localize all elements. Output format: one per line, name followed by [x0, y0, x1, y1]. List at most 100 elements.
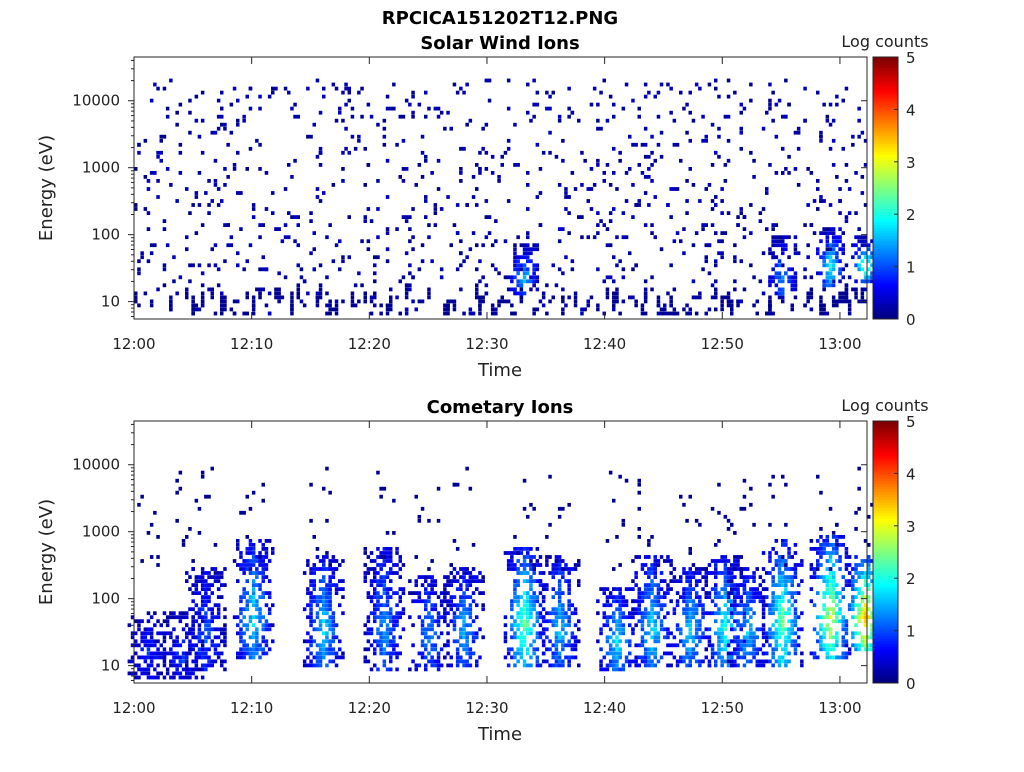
- spectrogram-cell: [717, 134, 721, 139]
- spectrogram-cell: [643, 311, 648, 316]
- spectrogram-cell: [812, 547, 817, 551]
- spectrogram-cell: [615, 535, 619, 539]
- spectrogram-cell: [427, 223, 431, 227]
- spectrogram-cell: [717, 154, 721, 159]
- spectrogram-cell: [612, 307, 616, 312]
- spectrogram-cell: [535, 631, 540, 636]
- spectrogram-cell: [197, 611, 202, 616]
- spectrogram-cell: [723, 619, 728, 624]
- spectrogram-cell: [197, 651, 202, 656]
- spectrogram-cell: [720, 587, 724, 591]
- spectrogram-cell: [338, 239, 342, 244]
- spectrogram-cell: [640, 591, 645, 595]
- spectrogram-cell: [188, 98, 192, 103]
- spectrogram-cell: [526, 615, 530, 620]
- spectrogram-cell: [366, 615, 371, 620]
- spectrogram-cell: [781, 287, 785, 292]
- spectrogram-cell: [554, 611, 559, 616]
- spectrogram-cell: [793, 611, 798, 616]
- spectrogram-cell: [685, 595, 689, 599]
- spectrogram-cell: [478, 571, 482, 575]
- spectrogram-cell: [679, 659, 683, 664]
- spectrogram-cell: [165, 114, 170, 119]
- spectrogram-cell: [169, 299, 173, 304]
- spectrogram-cell: [831, 267, 836, 272]
- spectrogram-cell: [628, 611, 632, 616]
- spectrogram-cell: [245, 607, 249, 612]
- spectrogram-cell: [420, 619, 425, 624]
- spectrogram-cell: [506, 299, 511, 304]
- spectrogram-cell: [255, 651, 259, 656]
- spectrogram-cell: [516, 267, 520, 272]
- spectrogram-cell: [417, 267, 422, 272]
- spectrogram-cell: [841, 295, 845, 300]
- spectrogram-cell: [749, 263, 753, 268]
- colorbar-swatch: [873, 533, 898, 537]
- spectrogram-cell: [812, 571, 817, 575]
- spectrogram-cell: [299, 299, 304, 304]
- spectrogram-cell: [822, 283, 826, 288]
- spectrogram-cell: [369, 583, 374, 587]
- colorbar-swatch: [873, 277, 898, 281]
- colorbar-swatch: [873, 499, 898, 503]
- spectrogram-cell: [618, 611, 622, 616]
- spectrogram-cell: [334, 299, 339, 304]
- spectrogram-cell: [844, 295, 849, 300]
- spectrogram-cell: [443, 595, 447, 599]
- spectrogram-cell: [691, 295, 696, 300]
- spectrogram-cell: [242, 591, 246, 595]
- spectrogram-cell: [156, 86, 160, 91]
- colorbar-swatch: [873, 470, 898, 474]
- spectrogram-cell: [691, 183, 696, 187]
- spectrogram-cell: [519, 611, 524, 616]
- spectrogram-cell: [694, 518, 699, 523]
- spectrogram-cell: [341, 259, 345, 264]
- spectrogram-cell: [726, 643, 731, 648]
- spectrogram-cell: [398, 114, 402, 119]
- spectrogram-cell: [841, 299, 845, 304]
- spectrogram-cell: [500, 295, 504, 300]
- spectrogram-cell: [580, 150, 584, 155]
- spectrogram-cell: [675, 142, 680, 147]
- spectrogram-cell: [831, 563, 836, 567]
- spectrogram-cell: [204, 494, 208, 499]
- spectrogram-cell: [350, 303, 355, 308]
- spectrogram-cell: [516, 279, 520, 284]
- spectrogram-cell: [363, 291, 367, 296]
- spectrogram-cell: [197, 655, 202, 660]
- spectrogram-cell: [191, 619, 195, 624]
- spectrogram-cell: [385, 158, 390, 163]
- spectrogram-cell: [860, 130, 865, 135]
- spectrogram-cell: [570, 611, 575, 616]
- spectrogram-cell: [465, 255, 469, 260]
- spectrogram-cell: [341, 595, 345, 599]
- spectrogram-cell: [149, 615, 154, 620]
- colorbar-swatch: [873, 570, 898, 574]
- colorbar-swatch: [873, 109, 898, 113]
- colorbar-swatch: [873, 447, 898, 451]
- spectrogram-cell: [382, 631, 387, 636]
- spectrogram-cell: [178, 142, 183, 147]
- spectrogram-cell: [363, 623, 367, 628]
- y-tick-label: 10000: [72, 456, 120, 474]
- spectrogram-cell: [714, 611, 718, 616]
- spectrogram-cell: [350, 295, 355, 300]
- spectrogram-cell: [793, 167, 798, 171]
- spectrogram-cell: [382, 611, 387, 616]
- spectrogram-cell: [554, 607, 559, 612]
- spectrogram-cell: [605, 663, 610, 668]
- spectrogram-cell: [216, 611, 221, 616]
- spectrogram-cell: [290, 307, 294, 312]
- spectrogram-cell: [526, 235, 530, 240]
- spectrogram-cell: [752, 599, 756, 604]
- spectrogram-cell: [765, 227, 769, 231]
- spectrogram-cell: [831, 118, 836, 123]
- spectrogram-cell: [653, 635, 657, 640]
- spectrogram-cell: [449, 243, 453, 248]
- spectrogram-cell: [251, 307, 256, 312]
- spectrogram-cell: [809, 291, 814, 296]
- colorbar-tick-label: 4: [906, 465, 916, 483]
- spectrogram-cell: [255, 571, 259, 575]
- spectrogram-cell: [382, 134, 387, 139]
